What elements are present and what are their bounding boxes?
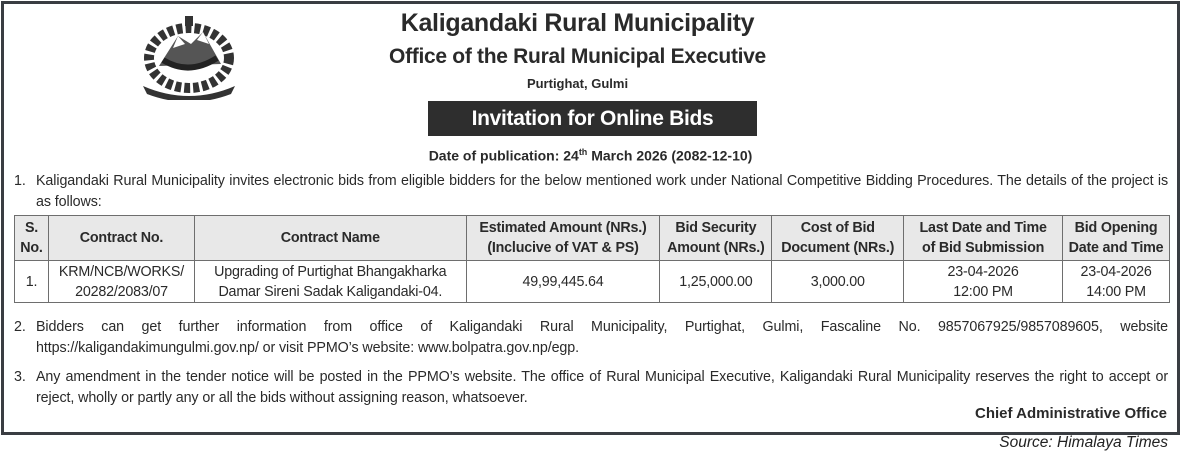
paragraph-text: Kaligandaki Rural Municipality invites e… [36, 173, 1168, 210]
notice-title: Invitation for Online Bids [428, 101, 757, 136]
cell-estimated-amount: 49,99,445.64 [465, 260, 661, 303]
cell-contract-name: Upgrading of Purtighat Bhangakharka Damar… [193, 260, 467, 303]
header-bid-security: Bid Security Amount (NRs.) [659, 215, 773, 261]
paragraph-number: 2. [14, 319, 26, 335]
paragraph-1: 1. Kaligandaki Rural Municipality invite… [14, 171, 1168, 213]
paragraph-number: 1. [14, 173, 26, 189]
cell-bid-security: 1,25,000.00 [659, 260, 773, 303]
paragraph-3: 3. Any amendment in the tender notice wi… [14, 367, 1168, 409]
header-bid-opening: Bid Opening Date and Time [1062, 215, 1170, 261]
office-title: Office of the Rural Municipal Executive [389, 45, 766, 68]
table-row: 1. KRM/NCB/WORKS/20282/2083/07 Upgrading… [14, 260, 1170, 303]
paragraph-text: Bidders can get further information from… [36, 319, 1168, 356]
publication-date: Date of publication: 24th March 2026 (20… [428, 147, 753, 164]
notice-frame [1, 1, 1180, 435]
header-sno: S. No. [14, 215, 49, 261]
header-last-date: Last Date and Time of Bid Submission [903, 215, 1064, 261]
table-header-row: S. No. Contract No. Contract Name Estimat… [14, 215, 1170, 261]
location: Purtighat, Gulmi [526, 76, 629, 91]
header-estimated-amount: Estimated Amount (NRs.) (Inclucive of VAT… [465, 215, 661, 261]
cell-bid-opening: 23-04-2026 14:00 PM [1062, 260, 1170, 303]
municipality-title: Kaligandaki Rural Municipality [400, 9, 755, 37]
header-cost-of-bid: Cost of Bid Document (NRs.) [771, 215, 905, 261]
header-contract-name: Contract Name [193, 215, 467, 261]
paragraph-2: 2. Bidders can get further information f… [14, 317, 1168, 359]
paragraph-text: Any amendment in the tender notice will … [36, 369, 1168, 406]
cell-last-date: 23-04-2026 12:00 PM [903, 260, 1064, 303]
paragraph-number: 3. [14, 369, 26, 385]
header-contract-no: Contract No. [47, 215, 195, 261]
bid-table: S. No. Contract No. Contract Name Estimat… [14, 215, 1170, 303]
source-credit: Source: Himalaya Times [999, 434, 1168, 451]
cell-sno: 1. [14, 260, 49, 303]
cell-contract-no: KRM/NCB/WORKS/20282/2083/07 [47, 260, 195, 303]
cell-cost-of-bid: 3,000.00 [771, 260, 905, 303]
signature: Chief Administrative Office [975, 405, 1167, 422]
nepal-emblem-logo [143, 16, 235, 100]
